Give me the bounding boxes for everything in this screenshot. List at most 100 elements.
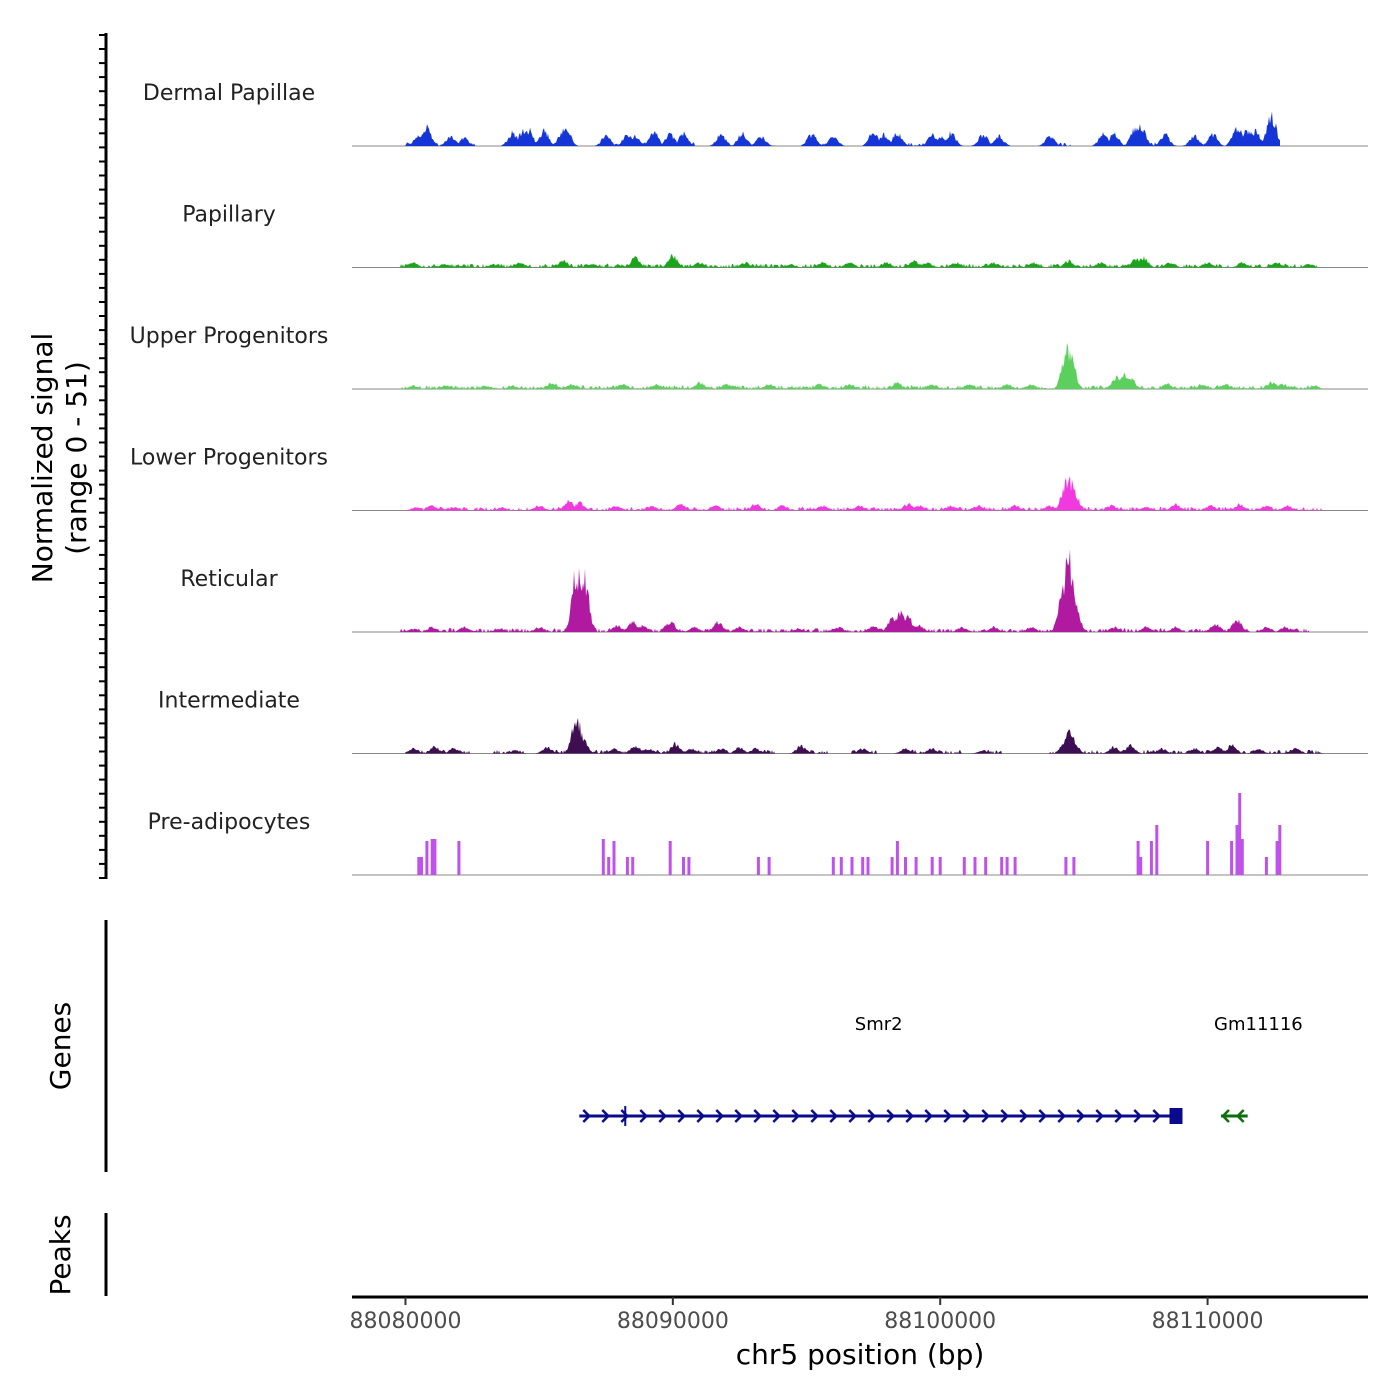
strand-arrow	[1019, 1109, 1029, 1123]
strand-arrow	[1038, 1109, 1048, 1123]
signal-peak-bar	[417, 857, 421, 875]
x-tick-label: 88080000	[349, 1309, 461, 1334]
track-label: Upper Progenitors	[130, 324, 329, 349]
peaks-track: Peaks	[44, 1213, 108, 1296]
signal-peak-bar	[457, 841, 461, 875]
signal-peak-bar	[850, 857, 854, 875]
strand-arrow	[1057, 1109, 1067, 1123]
strand-arrow	[601, 1109, 611, 1123]
signal-peak-bar	[425, 841, 429, 875]
y-axis-title-line1: Normalized signal	[26, 333, 59, 584]
signal-peak-bar	[973, 857, 977, 875]
signal-peak-bar	[890, 857, 894, 875]
track-label: Reticular	[180, 567, 278, 592]
signal-peak-bar	[1230, 841, 1234, 875]
signal-peak-bar	[1064, 857, 1068, 875]
signal-area	[400, 549, 1309, 632]
strand-arrow	[886, 1109, 896, 1123]
signal-peak-bar	[756, 857, 760, 875]
signal-tracks: Dermal Papillae Papillary Upper Progenitor…	[130, 81, 1368, 876]
track-reticular: Reticular	[180, 549, 1368, 633]
signal-peak-bar	[430, 839, 434, 875]
strand-arrow	[962, 1109, 972, 1123]
strand-arrow	[639, 1109, 649, 1123]
signal-y-axis	[99, 33, 108, 879]
genes-track: Genes Smr2 Gm11116	[44, 920, 1303, 1172]
track-label: Papillary	[182, 203, 276, 228]
signal-peak-bar	[984, 857, 988, 875]
signal-peak-bar	[1278, 825, 1282, 875]
signal-peak-bar	[1264, 857, 1268, 875]
signal-area	[405, 476, 1323, 511]
strand-arrow	[1076, 1109, 1086, 1123]
signal-peak-bar	[625, 857, 629, 875]
signal-peak-bar	[1139, 857, 1143, 875]
x-axis-ticks: 88080000 88090000 88100000 88110000	[349, 1297, 1264, 1334]
gene-gm11116: Gm11116	[1214, 1014, 1303, 1123]
exon-block	[1169, 1108, 1183, 1124]
signal-peak-bar	[668, 841, 672, 875]
signal-peak-bar	[1013, 857, 1017, 875]
signal-peak-bar	[914, 857, 918, 875]
strand-arrow	[734, 1109, 744, 1123]
signal-peak-bar	[962, 857, 966, 875]
signal-peak-bar	[687, 857, 691, 875]
signal-peak-bar	[1155, 825, 1159, 875]
signal-peak-bar	[831, 857, 835, 875]
gene-label: Gm11116	[1214, 1014, 1303, 1035]
strand-arrow	[1221, 1109, 1230, 1123]
strand-arrow	[981, 1109, 991, 1123]
strand-arrow	[1114, 1109, 1124, 1123]
track-label: Intermediate	[158, 689, 300, 714]
x-tick-label: 88110000	[1152, 1309, 1264, 1334]
genes-track-label: Genes	[44, 1002, 77, 1090]
signal-peak-bar	[1235, 825, 1239, 875]
strand-arrow	[1000, 1109, 1010, 1123]
strand-arrow	[1235, 1109, 1245, 1123]
strand-arrow	[1152, 1109, 1162, 1123]
strand-arrow	[810, 1109, 820, 1123]
signal-peak-bar	[1206, 841, 1210, 875]
strand-arrow	[943, 1109, 953, 1123]
strand-arrow	[753, 1109, 763, 1123]
strand-arrow	[772, 1109, 782, 1123]
gene-models: Smr2 Gm11116	[579, 1014, 1303, 1126]
signal-peak-bar	[1240, 839, 1244, 875]
strand-arrow	[620, 1109, 630, 1123]
strand-arrow	[1095, 1109, 1105, 1123]
signal-peak-bar	[682, 857, 685, 875]
signal-area	[400, 342, 1323, 389]
track-upper-progenitors: Upper Progenitors	[130, 324, 1368, 390]
signal-area	[400, 254, 1317, 268]
signal-peak-bar	[839, 857, 843, 875]
x-tick-label: 88100000	[884, 1309, 996, 1334]
signal-peak-bar	[1238, 793, 1242, 875]
strand-arrow	[658, 1109, 668, 1123]
signal-peak-bar	[1000, 857, 1004, 875]
signal-peak-bar	[1072, 857, 1076, 875]
signal-peak-bar	[767, 857, 771, 875]
track-label: Dermal Papillae	[143, 81, 315, 106]
signal-peak-bar	[631, 857, 635, 875]
signal-peak-bar	[861, 857, 865, 875]
y-axis-title-line2: (range 0 - 51)	[60, 361, 93, 555]
signal-area	[405, 717, 1323, 754]
signal-area	[405, 111, 1280, 146]
signal-peak-bar	[607, 857, 611, 875]
peaks-track-label: Peaks	[44, 1214, 77, 1295]
signal-peak-bar	[1275, 841, 1279, 875]
track-dermal-papillae: Dermal Papillae	[143, 81, 1368, 147]
strand-arrow	[582, 1109, 592, 1123]
signal-peak-bar	[938, 857, 942, 875]
signal-peak-bar	[1136, 841, 1140, 875]
track-intermediate: Intermediate	[158, 689, 1368, 754]
signal-peak-bar	[601, 839, 605, 875]
strand-arrow	[905, 1109, 915, 1123]
strand-arrow	[924, 1109, 934, 1123]
signal-peak-bar	[904, 857, 907, 875]
gene-label: Smr2	[855, 1014, 903, 1035]
strand-arrow	[829, 1109, 839, 1123]
strand-arrow	[791, 1109, 801, 1123]
signal-peak-bar	[433, 839, 437, 875]
